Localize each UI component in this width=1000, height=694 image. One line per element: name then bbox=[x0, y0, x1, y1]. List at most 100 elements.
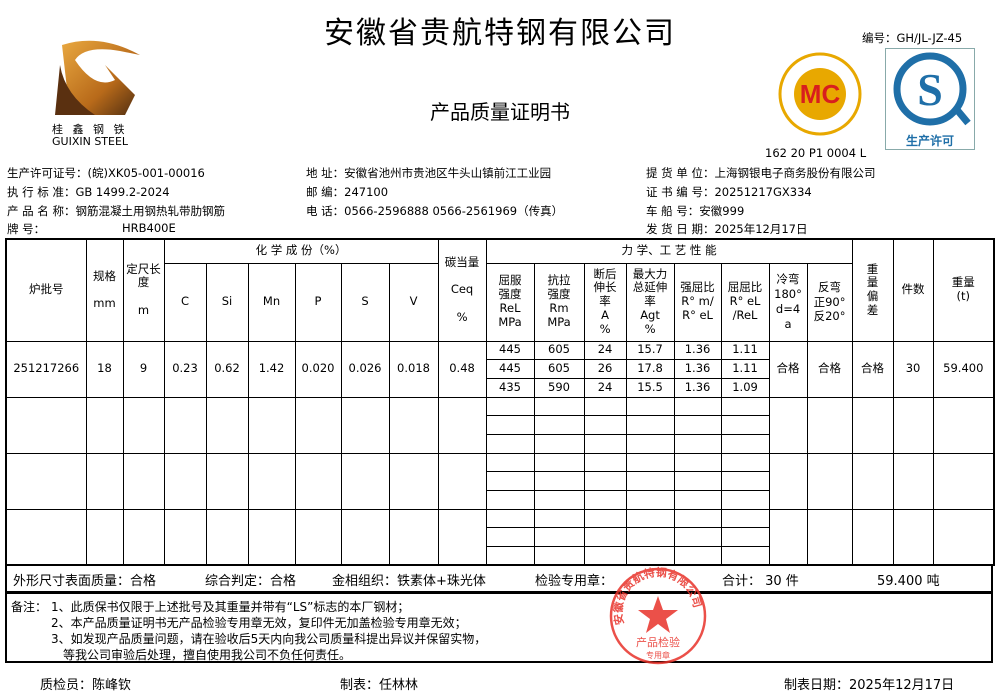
cell-mech bbox=[485, 452, 535, 473]
stamp-icon: 安徽省贵航特钢有限公司 产品检验 专用章 bbox=[609, 565, 707, 665]
notes-label: 备注： bbox=[11, 600, 48, 614]
total-weight: 59.400 吨 bbox=[877, 574, 940, 589]
table-row bbox=[5, 452, 995, 510]
note-3: 3、如发现产品质量问题，请在验收后5天内向我公司质量科提出异议并保留实物， bbox=[51, 632, 487, 646]
cell-mech: 1.11 bbox=[720, 340, 770, 361]
cell-mech: 24 bbox=[583, 377, 627, 398]
cell-bend: 合格 bbox=[768, 340, 808, 398]
cell-mech bbox=[533, 433, 585, 454]
header-mech-4: 强屈比 R° m/R° eL bbox=[673, 262, 722, 342]
cell-mech bbox=[533, 546, 585, 566]
svg-text:产品检验: 产品检验 bbox=[636, 635, 680, 649]
cell-mech bbox=[720, 527, 770, 548]
cell-mech: 590 bbox=[533, 377, 585, 398]
header-chem-mn: Mn bbox=[247, 262, 296, 342]
cell-mech bbox=[533, 396, 585, 417]
table-row bbox=[5, 508, 995, 566]
cell-pieces bbox=[892, 396, 934, 454]
header-mechanical: 力 学、工 艺 性 能 bbox=[485, 238, 853, 264]
cell-chem: 0.018 bbox=[388, 340, 439, 398]
svg-text:专用章: 专用章 bbox=[646, 650, 670, 660]
table-maker: 制表：任林林 bbox=[340, 678, 419, 693]
qs-logo-text: 生产许可 bbox=[905, 134, 954, 148]
cell-length bbox=[122, 508, 165, 566]
cell-bend bbox=[768, 508, 808, 566]
cell-weight bbox=[932, 452, 995, 510]
header-chemical: 化 学 成 份（%） bbox=[163, 238, 439, 264]
summary-row: 外形尺寸表面质量：合格 综合判定：合格 金相组织：铁素体+珠光体 检验专用章： … bbox=[5, 564, 993, 593]
cell-chem bbox=[205, 508, 249, 566]
header-mech-2: 断后 伸长率 A% bbox=[583, 262, 627, 342]
qs-license-logo: S 生产许可 bbox=[885, 48, 975, 150]
note-1: 1、此质保书仅限于上述批号及其重量并带有“LS”标志的本厂钢材； bbox=[51, 600, 410, 614]
cell-rebend bbox=[806, 396, 853, 454]
cell-mech bbox=[720, 471, 770, 491]
cell-mech bbox=[673, 471, 722, 491]
cell-rebend bbox=[806, 508, 853, 566]
cell-weight: 59.400 bbox=[932, 340, 995, 398]
cell-mech bbox=[720, 490, 770, 510]
header-mech-0: 屈服 强度 ReL MPa bbox=[485, 262, 535, 342]
cell-chem bbox=[163, 508, 207, 566]
header-chem-c: C bbox=[163, 262, 207, 342]
header-chem-p: P bbox=[294, 262, 342, 342]
cell-mech bbox=[625, 452, 675, 473]
cell-mech bbox=[673, 508, 722, 529]
cell-weight bbox=[932, 396, 995, 454]
cell-mech bbox=[625, 396, 675, 417]
cell-spec bbox=[85, 508, 124, 566]
ship-date: 发 货 日 期：2025年12月17日 bbox=[646, 222, 808, 236]
cell-mech bbox=[625, 546, 675, 566]
cell-weight bbox=[932, 508, 995, 566]
cell-spec bbox=[85, 396, 124, 454]
note-4: 等我公司审验后处理，擅自使用我公司不负任何责任。 bbox=[63, 648, 352, 662]
cell-mech: 17.8 bbox=[625, 359, 675, 379]
quality-table: 炉批号 规格 mm 定尺长度 m 化 学 成 份（%） 碳当量 Ceq% 力 学、工 … bbox=[5, 238, 996, 567]
table-row bbox=[6, 490, 994, 510]
cell-ceq: 0.48 bbox=[437, 340, 487, 398]
cell-deviation bbox=[851, 452, 894, 510]
brand-label: 牌 号： bbox=[7, 222, 46, 236]
inspection-stamp: 安徽省贵航特钢有限公司 产品检验 专用章 bbox=[608, 565, 708, 666]
header-mech-7: 反弯正90°反20° bbox=[806, 262, 853, 342]
cell-mech bbox=[673, 490, 722, 510]
qs-logo-icon: S bbox=[893, 52, 971, 126]
table-row: 435 590 24 15.5 1.36 1.09 bbox=[6, 377, 994, 398]
cell-chem bbox=[388, 508, 439, 566]
cell-mech: 24 bbox=[583, 340, 627, 361]
appearance-quality: 外形尺寸表面质量：合格 bbox=[13, 574, 157, 589]
cell-mech bbox=[533, 508, 585, 529]
cell-pieces: 30 bbox=[892, 340, 934, 398]
cell-mech bbox=[583, 546, 627, 566]
logo-en-text: GUIXIN STEEL bbox=[52, 135, 129, 148]
cell-batch bbox=[5, 452, 87, 510]
metallographic-structure: 金相组织：铁素体+珠光体 bbox=[332, 574, 486, 589]
cell-chem: 0.62 bbox=[205, 340, 249, 398]
cell-bend bbox=[768, 452, 808, 510]
cell-mech bbox=[673, 452, 722, 473]
cell-mech: 1.36 bbox=[673, 340, 722, 361]
cell-deviation: 合格 bbox=[851, 340, 894, 398]
cell-rebend: 合格 bbox=[806, 340, 853, 398]
cell-mech bbox=[625, 527, 675, 548]
cell-mech bbox=[485, 433, 535, 454]
cell-deviation bbox=[851, 396, 894, 454]
standard: 执 行 标 准：GB 1499.2-2024 bbox=[7, 185, 170, 199]
cell-chem: 0.026 bbox=[340, 340, 390, 398]
cell-chem bbox=[340, 508, 390, 566]
cell-spec: 18 bbox=[85, 340, 124, 398]
total-pieces: 合计： 30 件 bbox=[722, 574, 799, 589]
overall-judgement: 综合判定：合格 bbox=[205, 574, 297, 589]
cell-mech bbox=[485, 415, 535, 435]
cell-mech bbox=[583, 396, 627, 417]
table-row: 251217266 18 9 0.23 0.62 1.42 0.020 0.026 0.018 0… bbox=[5, 340, 995, 398]
table-row bbox=[6, 415, 994, 435]
table-date: 制表日期：2025年12月17日 bbox=[784, 678, 955, 693]
inspection-stamp-label: 检验专用章： bbox=[535, 574, 614, 589]
cell-mech: 445 bbox=[485, 340, 535, 361]
cell-mech: 1.36 bbox=[673, 377, 722, 398]
cell-mech bbox=[533, 452, 585, 473]
cell-mech bbox=[583, 527, 627, 548]
cell-mech: 26 bbox=[583, 359, 627, 379]
cell-mech bbox=[625, 471, 675, 491]
